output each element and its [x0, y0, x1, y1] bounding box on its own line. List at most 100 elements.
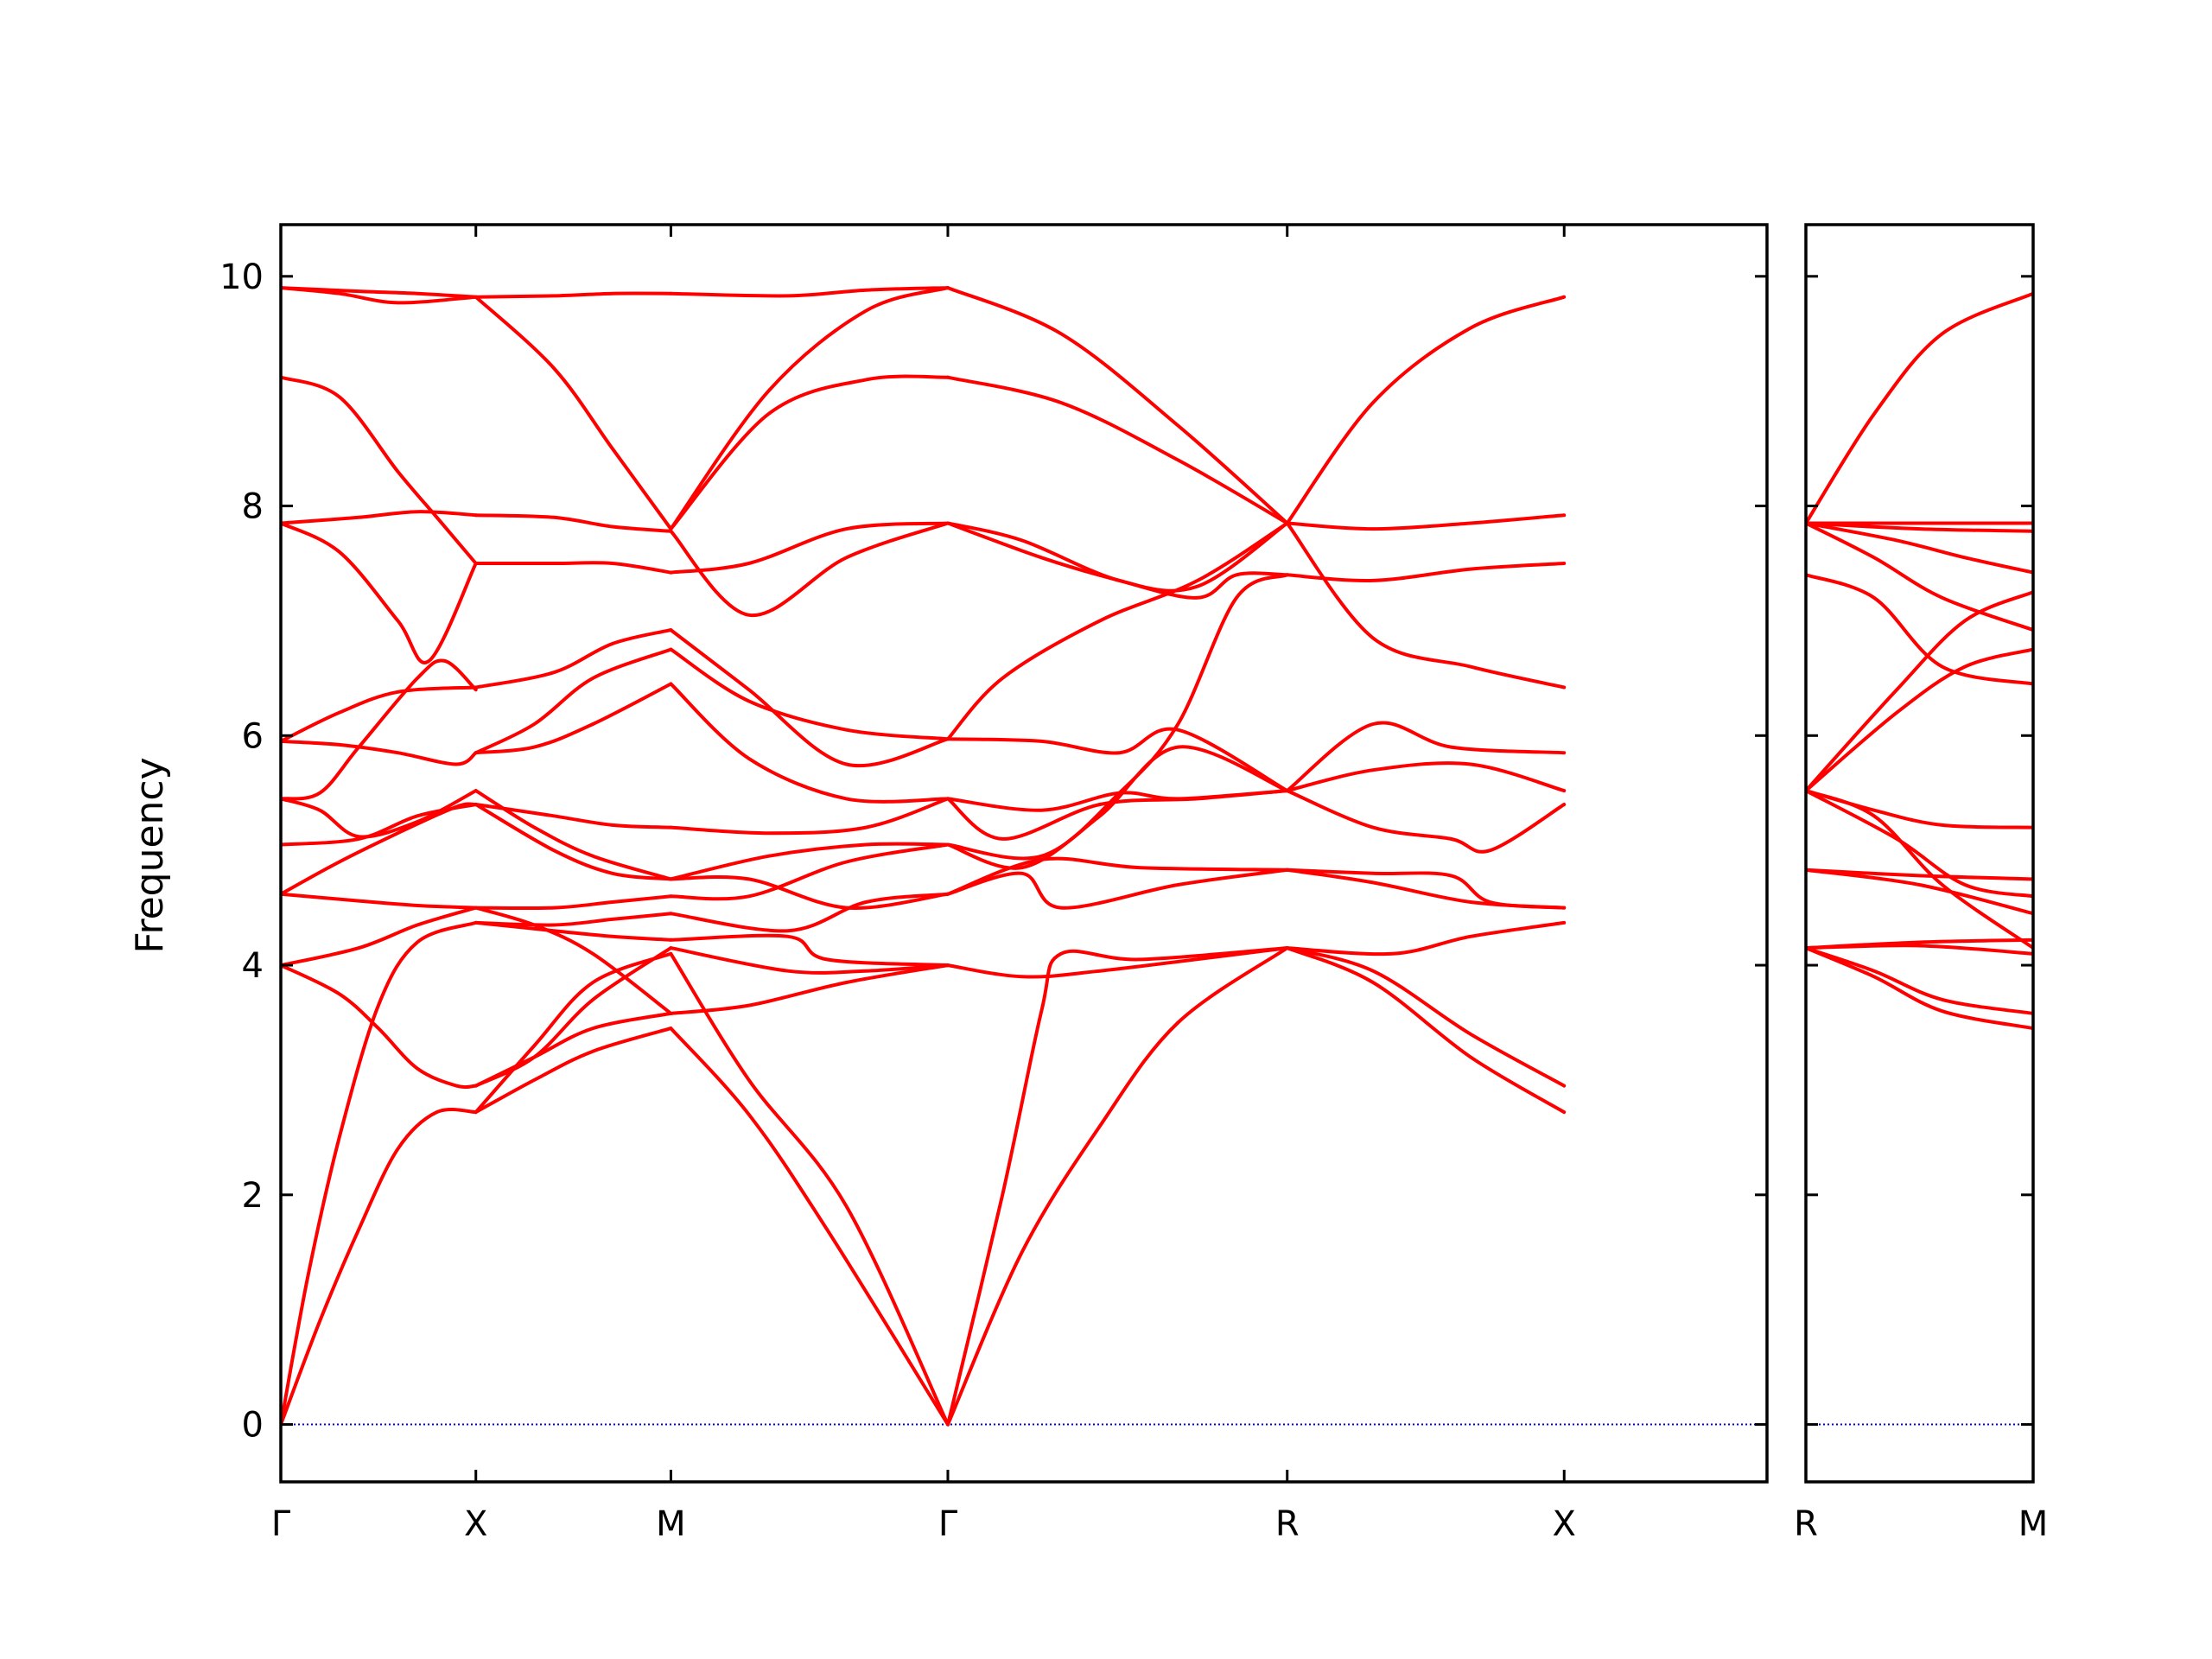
- band-line: [474, 894, 673, 911]
- y-tick-label: 10: [219, 257, 264, 297]
- band-line: [281, 510, 478, 525]
- band-line: [474, 906, 673, 1015]
- band-line: [669, 647, 950, 741]
- band-line: [1285, 721, 1567, 793]
- band-line: [1285, 562, 1567, 583]
- band-line: [281, 375, 478, 565]
- band-line: [281, 658, 478, 801]
- band-line: [946, 727, 1289, 793]
- band-line: [1806, 521, 2033, 632]
- y-tick-label: 2: [242, 1176, 264, 1216]
- band-line: [669, 842, 950, 881]
- band-line: [1806, 291, 2033, 525]
- y-tick-label: 8: [242, 487, 264, 527]
- band-line: [669, 286, 950, 298]
- band-line: [946, 856, 1289, 896]
- panel-1-frame: [279, 223, 1769, 1484]
- band-line: [281, 803, 478, 847]
- panel-1-lines: [281, 286, 1767, 1427]
- band-line: [474, 803, 673, 881]
- y-tick-label: 4: [242, 946, 264, 986]
- band-line: [946, 745, 1289, 870]
- band-line: [1285, 513, 1567, 531]
- panel-2-frame: [1804, 223, 2035, 1484]
- band-line: [281, 685, 478, 743]
- band-line: [474, 1027, 673, 1115]
- band-line: [474, 291, 673, 299]
- band-line: [281, 521, 478, 664]
- band-line: [946, 521, 1289, 600]
- band-line: [474, 647, 673, 755]
- x-tick-label: R: [1275, 1504, 1300, 1544]
- band-line: [281, 789, 478, 839]
- band-line: [281, 739, 478, 766]
- band-line: [669, 946, 950, 975]
- band-line: [669, 892, 950, 933]
- band-line: [1806, 789, 2033, 950]
- band-line: [669, 933, 950, 968]
- band-line: [281, 802, 478, 896]
- band-line: [474, 920, 673, 942]
- band-line: [1285, 868, 1567, 910]
- x-tick-label: M: [656, 1504, 686, 1544]
- band-line: [1806, 789, 2033, 899]
- panel-2-lines: [1806, 291, 2033, 1426]
- band-line: [281, 286, 478, 299]
- band-line: [946, 946, 1289, 1427]
- y-axis-title: Frequency: [128, 757, 172, 953]
- band-line: [474, 561, 673, 575]
- band-line: [946, 286, 1289, 525]
- band-line: [1285, 761, 1567, 793]
- band-line: [281, 906, 478, 968]
- x-tick-label: Γ: [271, 1504, 291, 1544]
- band-line: [474, 682, 673, 755]
- band-line: [1285, 521, 1567, 690]
- band-line: [669, 286, 950, 531]
- band-line: [1285, 946, 1567, 1088]
- band-line: [669, 1027, 950, 1427]
- band-line: [669, 521, 950, 575]
- band-line: [669, 374, 950, 531]
- band-line: [1285, 920, 1567, 957]
- y-tick-label: 0: [242, 1406, 264, 1446]
- band-line: [281, 892, 478, 910]
- band-line: [474, 803, 673, 830]
- axes-layer: Γ X M Γ R X R M 0 2 4 6 8 10: [219, 223, 2048, 1544]
- band-lines-layer: [281, 286, 2033, 1427]
- band-line: [474, 295, 673, 531]
- band-line: [1285, 946, 1567, 1115]
- band-line: [669, 521, 950, 617]
- band-line: [281, 963, 478, 1090]
- band-line: [669, 797, 950, 836]
- band-line: [281, 1108, 478, 1427]
- band-line: [281, 920, 478, 1427]
- band-line: [946, 946, 1289, 1427]
- x-tick-label: X: [464, 1504, 487, 1544]
- band-line: [474, 513, 673, 533]
- band-line: [1806, 647, 2033, 793]
- band-line: [1806, 573, 2033, 686]
- x-tick-label: X: [1553, 1504, 1576, 1544]
- band-line: [669, 963, 950, 1015]
- band-line: [946, 946, 1289, 979]
- band-line: [669, 628, 950, 768]
- band-line: [474, 951, 673, 1115]
- band-line: [474, 912, 673, 927]
- band-line: [1806, 521, 2033, 575]
- band-line: [1806, 590, 2033, 793]
- band-line: [1285, 295, 1567, 525]
- band-line: [1285, 789, 1567, 854]
- band-line: [474, 789, 673, 881]
- band-line: [1806, 789, 2033, 830]
- band-line: [474, 628, 673, 690]
- band-line: [1806, 868, 2033, 916]
- band-line: [669, 951, 950, 1427]
- x-tick-label: Γ: [938, 1504, 958, 1544]
- band-line: [946, 868, 1289, 910]
- band-line: [946, 573, 1289, 861]
- band-line: [474, 946, 673, 1088]
- x-tick-label: R: [1794, 1504, 1818, 1544]
- band-line: [946, 375, 1289, 525]
- band-line: [669, 682, 950, 804]
